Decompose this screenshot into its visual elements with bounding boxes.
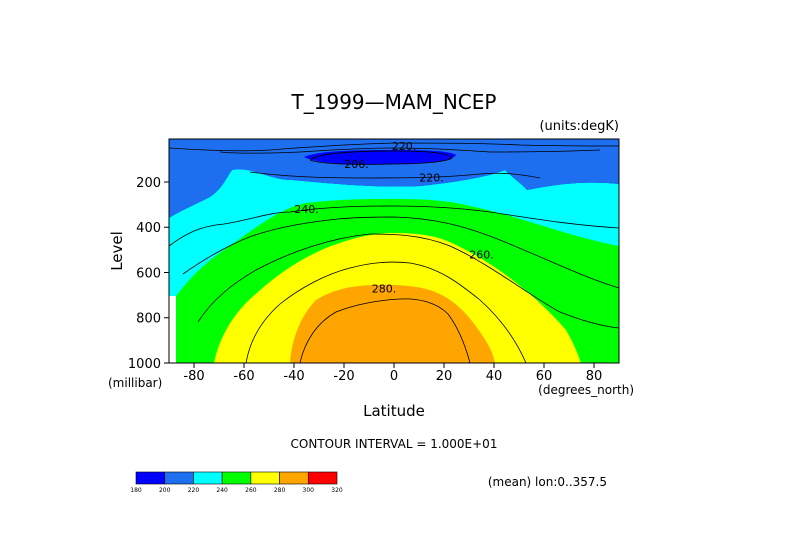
y-tick-label: 600	[136, 266, 161, 281]
contour-line	[309, 150, 453, 165]
y-axis: 200 400 600 800 1000	[128, 176, 169, 372]
contour-label: 280.	[372, 282, 397, 295]
colorbar-swatch	[307, 471, 338, 485]
contour-line	[245, 261, 527, 363]
contour-interval-label: CONTOUR INTERVAL = 1.000E+01	[291, 437, 498, 451]
colorbar-swatch	[164, 471, 194, 485]
colorbar-tick-label: 240	[216, 487, 228, 494]
x-axis: -80 -60 -40 -20 0 20 40 60 80	[183, 363, 602, 384]
x-unit-label: (degrees_north)	[538, 383, 634, 397]
x-tick-label: 20	[436, 369, 453, 384]
contour-labels: 220. 206. 220. 240. 260. 280.	[294, 140, 494, 296]
x-axis-label: Latitude	[363, 402, 425, 420]
colorbar-swatch	[250, 471, 280, 485]
contour-label: 220.	[419, 171, 444, 184]
contour-line	[249, 171, 541, 179]
y-tick-label: 400	[136, 221, 161, 236]
contour-line	[197, 233, 619, 329]
footnote: (mean) lon:0..357.5	[488, 475, 607, 489]
x-tick-label: -40	[283, 369, 304, 384]
units-label: (units:degK)	[539, 119, 619, 134]
colorbar-tick-label: 300	[303, 487, 315, 494]
colorbar-tick-label: 180	[130, 487, 142, 494]
contour-line	[219, 147, 601, 154]
contour-label: 240.	[294, 203, 319, 216]
x-tick-label: 60	[536, 369, 553, 384]
contour-fill	[290, 284, 495, 363]
colorbar: 180 200 220 240 260 280 300 320	[130, 471, 343, 494]
contour-label: 260.	[469, 248, 494, 261]
x-tick-label: 40	[486, 369, 503, 384]
x-tick-label: 80	[586, 369, 603, 384]
y-tick-label: 800	[136, 312, 161, 327]
contour-fill	[304, 150, 456, 165]
colorbar-tick-label: 320	[331, 487, 343, 494]
x-tick-label: -20	[333, 369, 354, 384]
y-tick-label: 200	[136, 176, 161, 191]
x-tick-label: 0	[390, 369, 398, 384]
colorbar-swatch	[221, 471, 252, 485]
colorbar-tick-label: 220	[188, 487, 200, 494]
contour-label: 206.	[344, 158, 369, 171]
contour-line	[169, 142, 619, 152]
contour-line	[182, 216, 619, 289]
x-tick-label: -80	[183, 369, 204, 384]
colorbar-tick-label: 260	[245, 487, 257, 494]
colorbar-swatch	[135, 471, 166, 485]
missing-data-area	[169, 296, 176, 363]
x-tick-label: -60	[233, 369, 254, 384]
colorbar-swatch	[279, 471, 309, 485]
y-tick-label: 1000	[128, 357, 161, 372]
contour-fill	[169, 139, 619, 218]
contour-label: 220.	[392, 140, 417, 153]
y-unit-label: (millibar)	[108, 376, 162, 390]
chart-title: T_1999—MAM_NCEP	[291, 90, 497, 114]
contour-line	[299, 298, 471, 363]
contour-fills	[169, 139, 619, 363]
y-axis-label: Level	[108, 231, 126, 271]
colorbar-swatch	[193, 471, 223, 485]
contour-line	[169, 205, 619, 247]
contour-lines	[169, 142, 619, 363]
colorbar-tick-label: 200	[159, 487, 171, 494]
colorbar-tick-label: 280	[274, 487, 286, 494]
